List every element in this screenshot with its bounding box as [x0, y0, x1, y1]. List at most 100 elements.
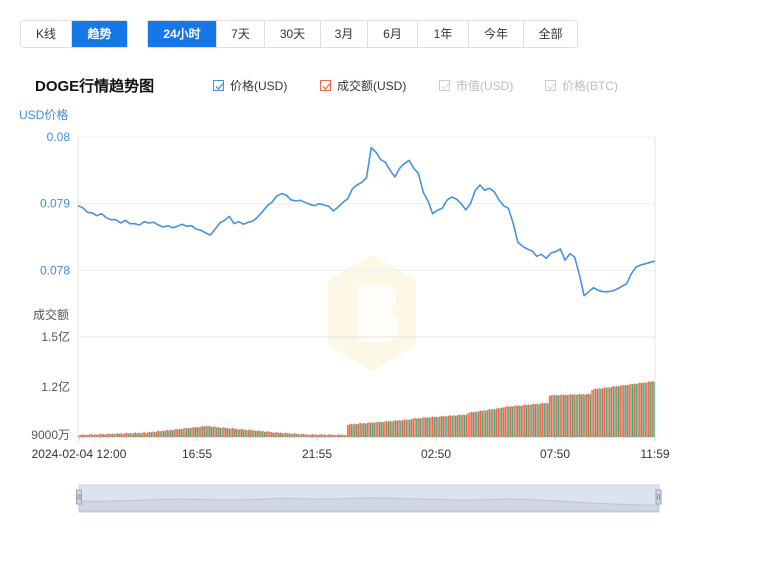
volume-bar [400, 420, 402, 437]
volume-bar [463, 415, 466, 437]
period-24h[interactable]: 24小时 [148, 21, 217, 47]
volume-bar [545, 402, 547, 437]
volume-bar [548, 395, 551, 437]
volume-bar [534, 404, 537, 437]
volume-bar [78, 435, 80, 437]
legend-price-usd[interactable]: 价格(USD) [213, 77, 287, 94]
volume-bar [88, 434, 91, 437]
volume-bar [205, 425, 207, 437]
volume-bar [373, 422, 376, 437]
volume-bar [111, 433, 114, 437]
volume-bar [424, 417, 427, 437]
volume-bar [403, 419, 406, 437]
volume-bar [653, 381, 655, 437]
volume-bar [299, 434, 301, 437]
volume-bar [474, 411, 476, 437]
checkbox-unchecked-icon [545, 80, 556, 91]
range-navigator[interactable] [76, 484, 662, 513]
volume-bar [594, 388, 597, 437]
volume-bar [201, 425, 204, 437]
volume-tick-label: 1.5亿 [41, 329, 70, 344]
volume-bar [230, 428, 232, 437]
volume-bar [147, 432, 149, 437]
volume-bar [575, 394, 577, 437]
legend-volume-usd[interactable]: 成交额(USD) [320, 77, 406, 94]
volume-bar [138, 432, 140, 437]
volume-bar [302, 433, 305, 437]
volume-bar [426, 417, 429, 437]
volume-bar [508, 406, 510, 437]
volume-bar [571, 394, 574, 437]
volume-bar [470, 411, 473, 437]
volume-bar [582, 393, 584, 437]
volume-bar [214, 426, 216, 437]
period-30d[interactable]: 30天 [265, 21, 321, 47]
volume-bar [566, 395, 568, 437]
volume-bar [290, 433, 292, 437]
volume-bar [449, 415, 452, 437]
period-3m[interactable]: 3月 [321, 21, 368, 47]
volume-bar [364, 423, 367, 437]
volume-bar [185, 428, 188, 437]
volume-bar [164, 430, 167, 437]
volume-bar [584, 394, 586, 437]
volume-bar [348, 424, 351, 437]
volume-bar [617, 386, 620, 437]
volume-bar [644, 382, 646, 437]
volume-bar [322, 434, 324, 437]
volume-bar [339, 435, 342, 437]
volume-bar [439, 416, 441, 437]
volume-bar [95, 434, 98, 437]
volume-bar [226, 427, 229, 437]
period-1y[interactable]: 1年 [418, 21, 469, 47]
volume-bar [253, 430, 255, 437]
period-ytd[interactable]: 今年 [469, 21, 524, 47]
volume-bar [237, 429, 239, 437]
legend-label: 价格(BTC) [562, 79, 618, 93]
volume-bar [162, 431, 165, 437]
volume-bar [435, 416, 437, 437]
volume-bar [495, 408, 498, 437]
volume-bar [184, 427, 186, 437]
volume-bar [99, 433, 101, 437]
navigator-right-handle[interactable] [655, 489, 662, 505]
volume-bar [479, 410, 482, 437]
volume-axis-ticks: 1.5亿 1.2亿 9000万 [31, 329, 70, 442]
volume-bar [92, 434, 94, 437]
period-6m[interactable]: 6月 [368, 21, 418, 47]
volume-bar [79, 434, 82, 437]
volume-bar [430, 417, 432, 437]
price-axis-ticks: 0.08 0.079 0.078 [40, 130, 70, 277]
volume-bars [78, 381, 655, 437]
volume-bar [518, 405, 521, 437]
volume-bar [304, 434, 307, 437]
legend-price-btc[interactable]: 价格(BTC) [545, 77, 618, 94]
volume-bar [355, 424, 358, 437]
view-toggle: K线 趋势 [20, 20, 128, 48]
volume-bar [83, 435, 85, 437]
kline-tab[interactable]: K线 [21, 21, 72, 47]
trend-tab[interactable]: 趋势 [72, 21, 127, 47]
period-7d[interactable]: 7天 [217, 21, 265, 47]
volume-bar [116, 433, 119, 437]
volume-bar [157, 430, 160, 437]
volume-bar [362, 422, 365, 437]
volume-bar [338, 434, 340, 437]
price-tick-label: 0.079 [40, 197, 70, 211]
volume-bar [410, 419, 413, 437]
volume-bar [168, 430, 170, 437]
legend-marketcap-usd[interactable]: 市值(USD) [439, 77, 513, 94]
volume-bar [124, 433, 126, 437]
checkbox-checked-icon [213, 80, 224, 91]
navigator-left-handle[interactable] [76, 489, 82, 505]
volume-bar [407, 419, 409, 437]
period-all[interactable]: 全部 [538, 27, 563, 41]
volume-bar [203, 426, 206, 437]
volume-bar [309, 434, 312, 437]
volume-bar [141, 432, 144, 437]
volume-bar [297, 433, 299, 437]
volume-bar [293, 433, 296, 437]
volume-bar [532, 403, 535, 437]
volume-axis-label: 成交额 [33, 307, 69, 322]
